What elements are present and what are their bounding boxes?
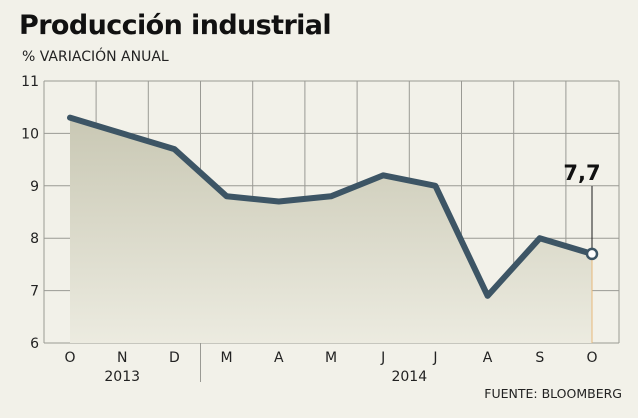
x-tick-label: A xyxy=(274,350,284,366)
source-note: FUENTE: BLOOMBERG xyxy=(484,386,622,401)
x-tick-label: N xyxy=(117,350,127,366)
data-point xyxy=(382,174,384,176)
data-point xyxy=(226,195,228,197)
y-tick-label: 9 xyxy=(30,179,39,195)
data-point xyxy=(69,117,71,119)
y-tick-label: 8 xyxy=(30,231,39,247)
data-point xyxy=(330,195,332,197)
y-tick-label: 11 xyxy=(21,74,39,90)
data-point xyxy=(539,237,541,239)
x-tick-label: M xyxy=(325,350,337,366)
x-tick-label: S xyxy=(535,350,544,366)
last-value-marker xyxy=(585,247,599,261)
data-point xyxy=(278,201,280,203)
x-tick-label: J xyxy=(380,350,385,366)
year-label: 2013 xyxy=(104,369,140,385)
annotation-label: 7,7 xyxy=(563,161,600,185)
y-tick-label: 10 xyxy=(21,126,39,142)
x-tick-label: M xyxy=(221,350,233,366)
chart-subtitle: % VARIACIÓN ANUAL xyxy=(22,49,169,65)
x-tick-label: J xyxy=(432,350,437,366)
chart-title: Producción industrial xyxy=(19,10,332,41)
x-tick-label: A xyxy=(483,350,493,366)
data-point xyxy=(173,148,175,150)
x-tick-label: O xyxy=(586,350,597,366)
data-point xyxy=(487,295,489,297)
x-tick-label: O xyxy=(64,350,75,366)
y-tick-label: 7 xyxy=(30,284,39,300)
data-point xyxy=(121,132,123,134)
x-tick-label: D xyxy=(169,350,180,366)
data-point xyxy=(434,185,436,187)
y-tick-label: 6 xyxy=(30,336,39,352)
year-label: 2014 xyxy=(391,369,427,385)
